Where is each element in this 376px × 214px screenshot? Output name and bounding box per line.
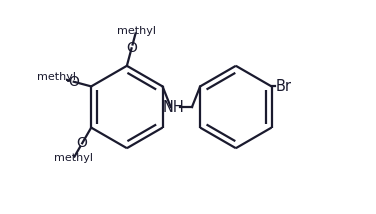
Text: O: O	[126, 41, 137, 55]
Text: NH: NH	[162, 100, 184, 114]
Text: O: O	[77, 136, 88, 150]
Text: methyl: methyl	[117, 26, 156, 36]
Text: methyl: methyl	[37, 72, 76, 82]
Text: O: O	[68, 75, 79, 89]
Text: methyl: methyl	[54, 153, 93, 163]
Text: Br: Br	[276, 79, 292, 94]
